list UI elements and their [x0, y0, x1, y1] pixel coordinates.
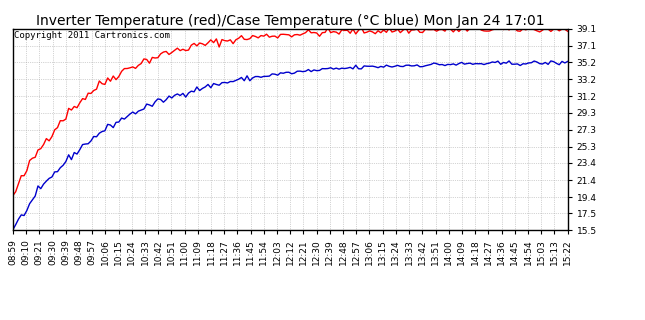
Text: Copyright 2011 Cartronics.com: Copyright 2011 Cartronics.com [14, 31, 170, 40]
Title: Inverter Temperature (red)/Case Temperature (°C blue) Mon Jan 24 17:01: Inverter Temperature (red)/Case Temperat… [36, 14, 544, 28]
